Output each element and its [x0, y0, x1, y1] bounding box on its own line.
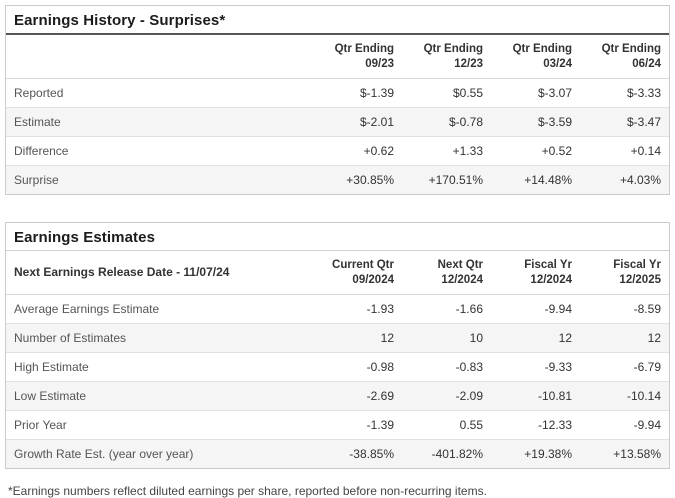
column-header-line1: Qtr Ending — [334, 43, 394, 55]
earnings-estimates-panel: Earnings Estimates Next Earnings Release… — [5, 221, 670, 469]
table-row-number-of-estimates: Number of Estimates 12 10 12 12 — [6, 323, 669, 353]
table-row-surprise: Surprise +30.85% +170.51% +14.48% +4.03% — [6, 165, 669, 194]
cell-value: -6.79 — [633, 359, 661, 374]
cell-value: -9.33 — [544, 359, 572, 374]
cell-value: 0.55 — [459, 417, 483, 432]
cell-value: +0.52 — [541, 143, 572, 158]
header-spacer — [6, 38, 313, 78]
earnings-estimates-title: Earnings Estimates — [6, 223, 669, 251]
table-row-average-earnings-estimate: Average Earnings Estimate -1.93 -1.66 -9… — [6, 294, 669, 323]
cell-value: -10.14 — [626, 388, 661, 403]
column-header-current-qtr: Current Qtr 09/2024 — [313, 254, 402, 294]
cell-value: $-2.01 — [359, 114, 394, 129]
cell-value: -9.94 — [633, 417, 661, 432]
cell-value: -10.81 — [537, 388, 572, 403]
cell-value: -1.39 — [366, 417, 394, 432]
cell-value: -0.83 — [455, 359, 483, 374]
cell-value: $-0.78 — [448, 114, 483, 129]
cell-value: +13.58% — [613, 446, 661, 461]
cell-value: -8.59 — [633, 301, 661, 316]
earnings-estimates-header-row: Next Earnings Release Date - 11/07/24 Cu… — [6, 254, 669, 295]
column-header-line2: 12/2024 — [441, 273, 483, 286]
table-row-prior-year: Prior Year -1.39 0.55 -12.33 -9.94 — [6, 410, 669, 439]
column-header-next-qtr: Next Qtr 12/2024 — [402, 254, 491, 294]
column-header-fiscal-yr-2024: Fiscal Yr 12/2024 — [491, 254, 580, 294]
cell-value: +30.85% — [346, 172, 394, 187]
cell-value: 12 — [558, 330, 572, 345]
cell-value: +0.14 — [630, 143, 661, 158]
row-label: Growth Rate Est. (year over year) — [14, 446, 194, 461]
cell-value: $-3.33 — [626, 85, 661, 100]
cell-value: +0.62 — [363, 143, 394, 158]
table-row-growth-rate-est: Growth Rate Est. (year over year) -38.85… — [6, 439, 669, 468]
earnings-footnote: *Earnings numbers reflect diluted earnin… — [8, 483, 487, 498]
column-header-line1: Qtr Ending — [601, 43, 661, 55]
row-label: Average Earnings Estimate — [14, 301, 160, 316]
row-label: Difference — [14, 143, 69, 158]
cell-value: $-3.47 — [626, 114, 661, 129]
row-label: Reported — [14, 85, 64, 100]
earnings-history-panel: Earnings History - Surprises* Qtr Ending… — [5, 5, 670, 195]
column-header-line2: 12/23 — [454, 57, 483, 70]
cell-value: 12 — [380, 330, 394, 345]
column-header-line1: Current Qtr — [332, 258, 394, 271]
column-header-qtr-0923: Qtr Ending 09/23 — [313, 38, 402, 78]
cell-value: $-1.39 — [359, 85, 394, 100]
cell-value: 12 — [647, 330, 661, 345]
table-row-reported: Reported $-1.39 $0.55 $-3.07 $-3.33 — [6, 78, 669, 107]
cell-value: -0.98 — [366, 359, 394, 374]
cell-value: +14.48% — [524, 172, 572, 187]
cell-value: +4.03% — [619, 172, 661, 187]
table-row-high-estimate: High Estimate -0.98 -0.83 -9.33 -6.79 — [6, 352, 669, 381]
cell-value: -38.85% — [349, 446, 394, 461]
table-row-estimate: Estimate $-2.01 $-0.78 $-3.59 $-3.47 — [6, 107, 669, 137]
cell-value: -12.33 — [537, 417, 572, 432]
column-header-line1: Qtr Ending — [423, 43, 483, 55]
column-header-line1: Qtr Ending — [512, 43, 572, 55]
row-label: Estimate — [14, 114, 61, 129]
cell-value: $0.55 — [452, 85, 483, 100]
table-row-low-estimate: Low Estimate -2.69 -2.09 -10.81 -10.14 — [6, 381, 669, 411]
row-label: Low Estimate — [14, 388, 87, 403]
cell-value: $-3.07 — [537, 85, 572, 100]
cell-value: -9.94 — [544, 301, 572, 316]
cell-value: -1.93 — [366, 301, 394, 316]
row-label: Prior Year — [14, 417, 67, 432]
column-header-line1: Fiscal Yr — [524, 258, 572, 271]
column-header-line2: 09/23 — [365, 57, 394, 70]
column-header-line1: Fiscal Yr — [613, 258, 661, 271]
cell-value: -1.66 — [455, 301, 483, 316]
earnings-estimates-table: Next Earnings Release Date - 11/07/24 Cu… — [6, 254, 669, 468]
column-header-line2: 06/24 — [632, 57, 661, 70]
table-row-difference: Difference +0.62 +1.33 +0.52 +0.14 — [6, 136, 669, 165]
cell-value: 10 — [469, 330, 483, 345]
earnings-history-header-row: Qtr Ending 09/23 Qtr Ending 12/23 Qtr En… — [6, 38, 669, 79]
column-header-line2: 09/2024 — [352, 273, 394, 286]
column-header-fiscal-yr-2025: Fiscal Yr 12/2025 — [580, 254, 669, 294]
column-header-qtr-1223: Qtr Ending 12/23 — [402, 38, 491, 78]
cell-value: -2.69 — [366, 388, 394, 403]
cell-value: +19.38% — [524, 446, 572, 461]
column-header-qtr-0324: Qtr Ending 03/24 — [491, 38, 580, 78]
cell-value: +170.51% — [428, 172, 483, 187]
earnings-history-table: Qtr Ending 09/23 Qtr Ending 12/23 Qtr En… — [6, 38, 669, 194]
panel-spacer — [5, 195, 670, 222]
column-header-line1: Next Qtr — [437, 258, 483, 271]
column-header-line2: 03/24 — [543, 57, 572, 70]
row-label: High Estimate — [14, 359, 89, 374]
column-header-qtr-0624: Qtr Ending 06/24 — [580, 38, 669, 78]
row-label: Number of Estimates — [14, 330, 127, 345]
cell-value: -2.09 — [455, 388, 483, 403]
cell-value: -401.82% — [431, 446, 483, 461]
cell-value: +1.33 — [452, 143, 483, 158]
cell-value: $-3.59 — [537, 114, 572, 129]
earnings-history-title: Earnings History - Surprises* — [6, 6, 669, 35]
column-header-line2: 12/2025 — [619, 273, 661, 286]
column-header-line2: 12/2024 — [530, 273, 572, 286]
row-label: Surprise — [14, 172, 59, 187]
next-earnings-release-date: Next Earnings Release Date - 11/07/24 — [14, 265, 230, 280]
